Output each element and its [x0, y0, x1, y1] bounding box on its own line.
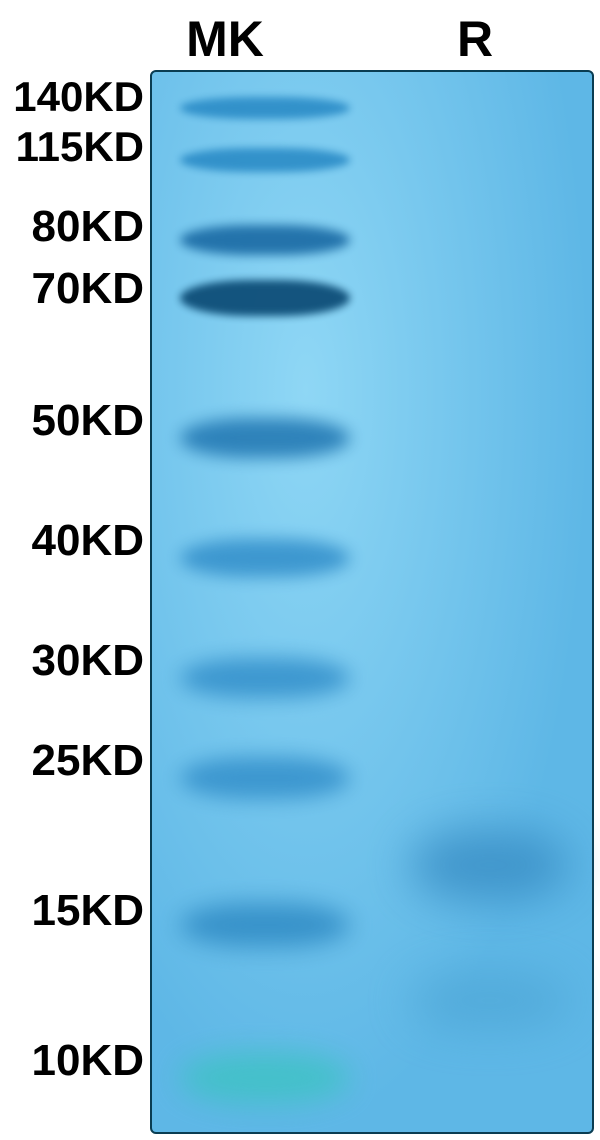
lane-header-r: R — [415, 10, 535, 68]
mw-label-25: 25KD — [32, 736, 145, 786]
lane-header-mk: MK — [165, 10, 285, 68]
mw-label-40: 40KD — [32, 516, 145, 566]
mw-label-140: 140KD — [13, 73, 144, 121]
gel-band — [180, 757, 350, 799]
gel-band — [180, 148, 350, 172]
gel-band — [410, 830, 570, 900]
gel-band — [180, 418, 350, 458]
gel-figure: MK R 140KD 115KD 80KD 70KD 50KD 40KD 30K… — [0, 0, 600, 1140]
mw-label-50: 50KD — [32, 396, 145, 446]
mw-label-15: 15KD — [32, 886, 145, 936]
mw-label-10: 10KD — [32, 1036, 145, 1086]
gel-band — [180, 539, 350, 577]
gel-band — [180, 903, 350, 947]
gel-band — [180, 280, 350, 316]
gel-band — [180, 658, 350, 698]
gel-band — [180, 225, 350, 255]
gel-band — [410, 973, 570, 1028]
mw-label-115: 115KD — [16, 123, 144, 171]
mw-label-30: 30KD — [32, 636, 145, 686]
gel-band — [180, 97, 350, 119]
mw-label-80: 80KD — [32, 202, 145, 252]
mw-label-70: 70KD — [32, 264, 145, 314]
gel-band — [180, 1053, 350, 1103]
